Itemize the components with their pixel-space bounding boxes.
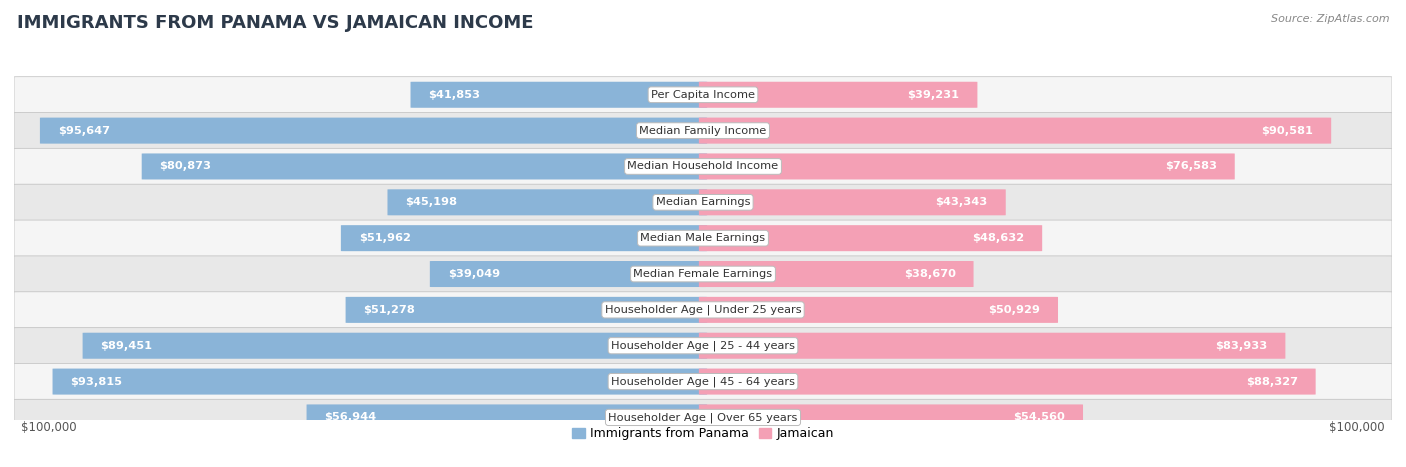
- Text: $80,873: $80,873: [160, 162, 212, 171]
- FancyBboxPatch shape: [14, 77, 1392, 113]
- FancyBboxPatch shape: [346, 297, 707, 323]
- FancyBboxPatch shape: [699, 297, 1057, 323]
- Text: Per Capita Income: Per Capita Income: [651, 90, 755, 100]
- FancyBboxPatch shape: [83, 333, 707, 359]
- Text: $38,670: $38,670: [904, 269, 956, 279]
- Text: Householder Age | 25 - 44 years: Householder Age | 25 - 44 years: [612, 340, 794, 351]
- Text: Median Female Earnings: Median Female Earnings: [634, 269, 772, 279]
- FancyBboxPatch shape: [52, 368, 707, 395]
- FancyBboxPatch shape: [699, 404, 1083, 431]
- Text: $51,962: $51,962: [359, 233, 411, 243]
- FancyBboxPatch shape: [14, 256, 1392, 292]
- FancyBboxPatch shape: [142, 154, 707, 179]
- Text: $39,049: $39,049: [447, 269, 501, 279]
- FancyBboxPatch shape: [14, 184, 1392, 220]
- Text: $100,000: $100,000: [21, 421, 76, 434]
- Text: $39,231: $39,231: [907, 90, 959, 100]
- Text: $100,000: $100,000: [1330, 421, 1385, 434]
- FancyBboxPatch shape: [699, 225, 1042, 251]
- FancyBboxPatch shape: [699, 368, 1316, 395]
- Text: $41,853: $41,853: [429, 90, 481, 100]
- Text: $93,815: $93,815: [70, 376, 122, 387]
- FancyBboxPatch shape: [14, 399, 1392, 436]
- FancyBboxPatch shape: [699, 118, 1331, 144]
- Text: $76,583: $76,583: [1164, 162, 1216, 171]
- FancyBboxPatch shape: [307, 404, 707, 431]
- Text: $54,560: $54,560: [1014, 412, 1066, 423]
- Text: $88,327: $88,327: [1246, 376, 1298, 387]
- Text: $48,632: $48,632: [972, 233, 1024, 243]
- Text: $89,451: $89,451: [100, 341, 152, 351]
- FancyBboxPatch shape: [39, 118, 707, 144]
- Text: Householder Age | 45 - 64 years: Householder Age | 45 - 64 years: [612, 376, 794, 387]
- FancyBboxPatch shape: [699, 154, 1234, 179]
- FancyBboxPatch shape: [14, 292, 1392, 328]
- Text: $56,944: $56,944: [325, 412, 377, 423]
- FancyBboxPatch shape: [699, 189, 1005, 215]
- FancyBboxPatch shape: [14, 220, 1392, 256]
- Text: $90,581: $90,581: [1261, 126, 1313, 135]
- FancyBboxPatch shape: [699, 333, 1285, 359]
- Text: Median Earnings: Median Earnings: [655, 198, 751, 207]
- Text: Median Family Income: Median Family Income: [640, 126, 766, 135]
- FancyBboxPatch shape: [388, 189, 707, 215]
- FancyBboxPatch shape: [340, 225, 707, 251]
- FancyBboxPatch shape: [430, 261, 707, 287]
- FancyBboxPatch shape: [699, 82, 977, 108]
- Text: $45,198: $45,198: [405, 198, 457, 207]
- Text: Householder Age | Over 65 years: Householder Age | Over 65 years: [609, 412, 797, 423]
- Text: Median Household Income: Median Household Income: [627, 162, 779, 171]
- FancyBboxPatch shape: [14, 149, 1392, 184]
- FancyBboxPatch shape: [14, 328, 1392, 364]
- Text: Median Male Earnings: Median Male Earnings: [641, 233, 765, 243]
- Legend: Immigrants from Panama, Jamaican: Immigrants from Panama, Jamaican: [572, 427, 834, 440]
- Text: Source: ZipAtlas.com: Source: ZipAtlas.com: [1271, 14, 1389, 24]
- FancyBboxPatch shape: [699, 261, 973, 287]
- FancyBboxPatch shape: [14, 363, 1392, 400]
- FancyBboxPatch shape: [14, 113, 1392, 149]
- Text: $50,929: $50,929: [988, 305, 1040, 315]
- Text: $51,278: $51,278: [364, 305, 415, 315]
- Text: $83,933: $83,933: [1215, 341, 1267, 351]
- FancyBboxPatch shape: [411, 82, 707, 108]
- Text: $43,343: $43,343: [935, 198, 988, 207]
- Text: $95,647: $95,647: [58, 126, 110, 135]
- Text: Householder Age | Under 25 years: Householder Age | Under 25 years: [605, 304, 801, 315]
- Text: IMMIGRANTS FROM PANAMA VS JAMAICAN INCOME: IMMIGRANTS FROM PANAMA VS JAMAICAN INCOM…: [17, 14, 533, 32]
